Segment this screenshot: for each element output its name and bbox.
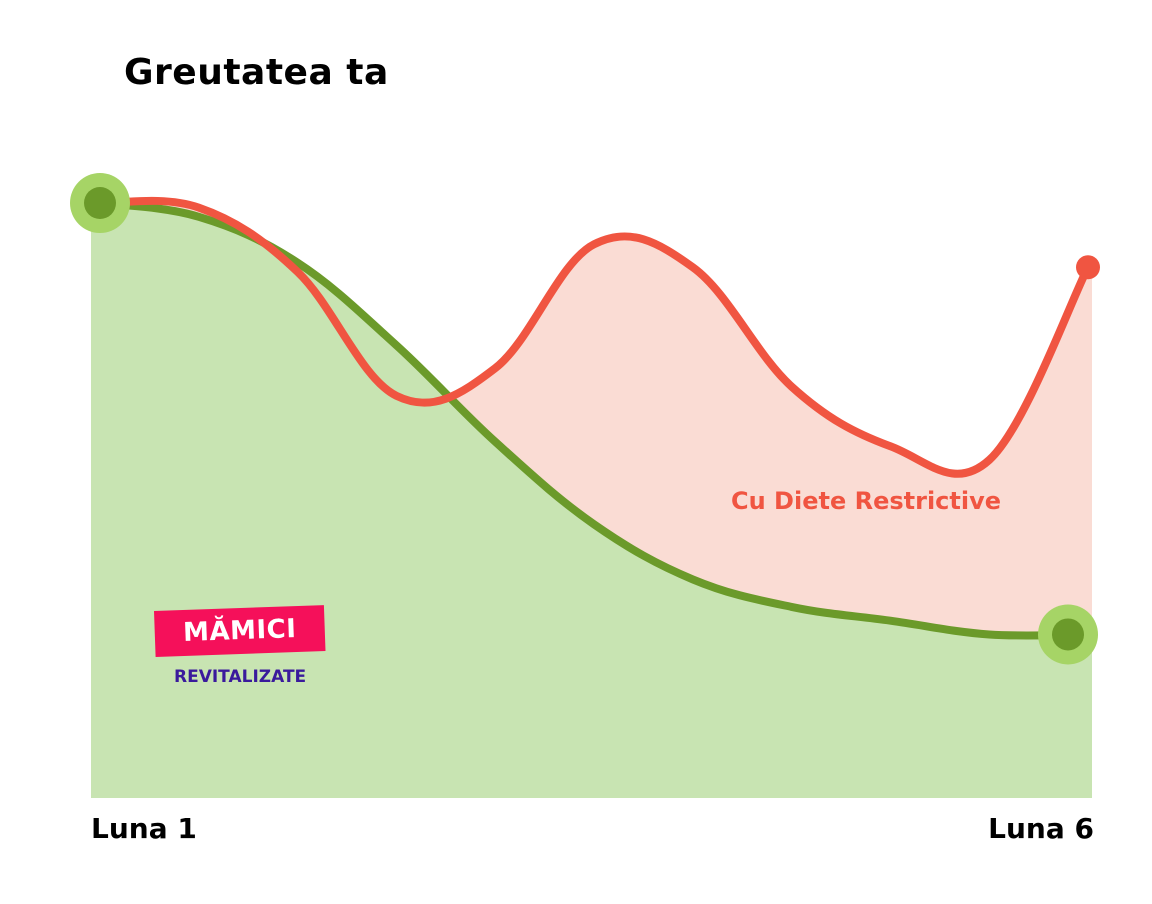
brand-logo: MĂMICI REVITALIZATE <box>154 605 326 691</box>
start-marker-core <box>84 187 116 219</box>
start-point-marker <box>70 173 130 233</box>
end-point-marker <box>1038 604 1098 665</box>
x-label-start: Luna 1 <box>91 812 197 845</box>
end-marker-core <box>1052 618 1084 651</box>
series-label-restrictive: Cu Diete Restrictive <box>731 487 1002 515</box>
logo-revitalizate: REVITALIZATE <box>174 667 307 687</box>
logo-mamici: MĂMICI <box>154 605 326 657</box>
green-series-area <box>91 203 1092 798</box>
red-series-end-point <box>1076 255 1100 280</box>
chart-title: Greutatea ta <box>124 52 389 93</box>
x-label-end: Luna 6 <box>988 812 1094 845</box>
red-series-line <box>96 196 1092 478</box>
